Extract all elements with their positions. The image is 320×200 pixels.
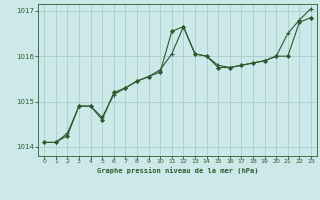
X-axis label: Graphe pression niveau de la mer (hPa): Graphe pression niveau de la mer (hPa) xyxy=(97,167,258,174)
